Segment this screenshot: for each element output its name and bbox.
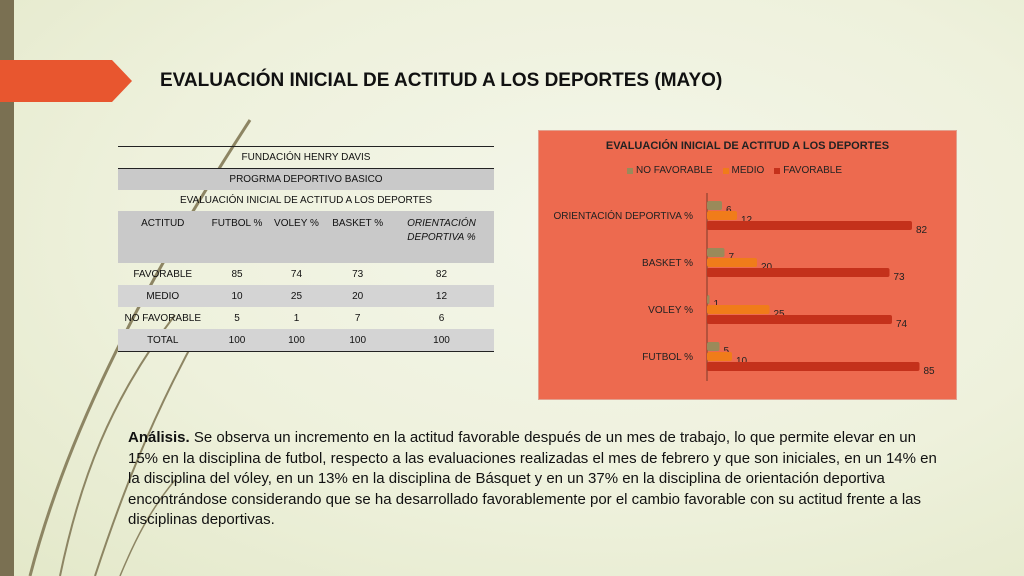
category-label: ORIENTACIÓN DEPORTIVA % [554,209,694,222]
table-cell: 85 [231,268,243,280]
table-cell: 10 [207,285,267,307]
bar-no-favorable [707,248,725,257]
bar-medio [707,352,732,361]
table-cell: 100 [266,329,327,352]
table-header-program: PROGRMA DEPORTIVO BASICO [118,168,494,190]
analysis-paragraph: Análisis. Se observa un incremento en la… [128,428,940,531]
data-label: 7 [729,252,735,263]
bar-favorable [707,268,890,277]
legend-swatch [627,167,633,174]
bar-favorable [707,315,892,324]
table-cell: FAVORABLE [133,268,193,280]
column-header: ORIENTACIÓN DEPORTIVA % [388,211,494,263]
table-cell: 100 [207,329,267,352]
data-label: 20 [761,262,773,273]
legend-label: FAVORABLE [783,165,843,176]
column-header: FUTBOL % [207,211,267,263]
table-cell: 5 [234,312,240,324]
table-cell: MEDIO [118,285,208,307]
table-row: TOTAL 100 100 100 100 [118,329,494,352]
table-cell: 25 [266,285,327,307]
chart-title: EVALUACIÓN INICIAL DE ACTITUD A LOS DEPO… [605,140,890,152]
data-label: 74 [896,319,908,330]
table-cell: 73 [352,268,364,280]
bar-no-favorable [707,342,720,351]
legend-item: FAVORABLE [774,165,842,176]
legend-swatch [774,167,781,174]
column-header: ACTITUD [118,211,208,263]
analysis-text: Se observa un incremento en la actitud f… [128,429,937,528]
table-cell: 6 [438,312,445,324]
table-subtitle: EVALUACIÓN INICIAL DE ACTITUD A LOS DEPO… [179,195,433,206]
left-decor-bar [0,0,14,576]
table-column-headers: ACTITUD FUTBOL % VOLEY % BASKET % ORIENT… [118,211,494,263]
bar-medio [707,305,770,314]
table-cell: 100 [388,329,494,352]
data-label: 85 [924,366,936,377]
table-program: PROGRMA DEPORTIVO BASICO [118,168,494,190]
table-cell: 7 [354,312,361,324]
data-label: 10 [736,356,748,367]
table-row: MEDIO 10 25 20 12 [118,285,494,307]
attitude-table: FUNDACIÓN HENRY DAVIS PROGRMA DEPORTIVO … [118,146,494,352]
chart-plot: FUTBOL % 5 10 85 VOLEY % 1 25 74 BASKET % 7 20 73 OR… [554,193,936,381]
table-cell: TOTAL [118,329,208,352]
table-cell: 20 [326,285,389,307]
legend-item: NO FAVORABLE [627,165,713,176]
table-cell: 12 [388,285,494,307]
legend-label: MEDIO [731,165,765,176]
data-label: 73 [894,272,906,283]
title-arrow-tab [0,60,132,102]
analysis-label: Análisis. [128,429,190,446]
table-cell: 82 [435,268,448,280]
column-header: VOLEY % [266,211,327,263]
table-cell: 74 [290,268,303,280]
bar-no-favorable [707,295,710,304]
chart-legend: NO FAVORABLE MEDIO FAVORABLE [627,165,842,176]
data-label: 1 [714,299,720,310]
category-label: VOLEY % [648,305,693,316]
table-row: NO FAVORABLE 5 1 7 6 [118,307,494,329]
table-row: FAVORABLE 85 74 73 82 [118,263,494,285]
table-header-org: FUNDACIÓN HENRY DAVIS [118,146,494,169]
table-header-subtitle: EVALUACIÓN INICIAL DE ACTITUD A LOS DEPO… [118,190,494,211]
column-header: BASKET % [326,211,389,263]
table-cell: NO FAVORABLE [124,312,201,324]
table-cell: 100 [326,329,389,352]
bar-medio [707,258,757,267]
bar-medio [707,211,737,220]
data-label: 12 [741,215,753,226]
data-label: 5 [724,346,730,357]
category-label: FUTBOL % [642,352,693,363]
bar-no-favorable [707,201,722,210]
bar-favorable [707,362,920,371]
table-org: FUNDACIÓN HENRY DAVIS [118,146,494,169]
legend-swatch [722,167,729,174]
table-cell: 1 [293,312,300,324]
legend-item: MEDIO [722,165,765,176]
category-label: BASKET % [642,258,693,269]
bar-favorable [707,221,912,230]
attitude-chart: EVALUACIÓN INICIAL DE ACTITUD A LOS DEPO… [538,130,957,400]
data-label: 25 [774,309,786,320]
data-label: 6 [726,205,732,216]
page-title: EVALUACIÓN INICIAL DE ACTITUD A LOS DEPO… [160,70,723,91]
data-label: 82 [916,225,928,236]
decorative-stems [28,119,252,576]
legend-label: NO FAVORABLE [636,165,713,176]
